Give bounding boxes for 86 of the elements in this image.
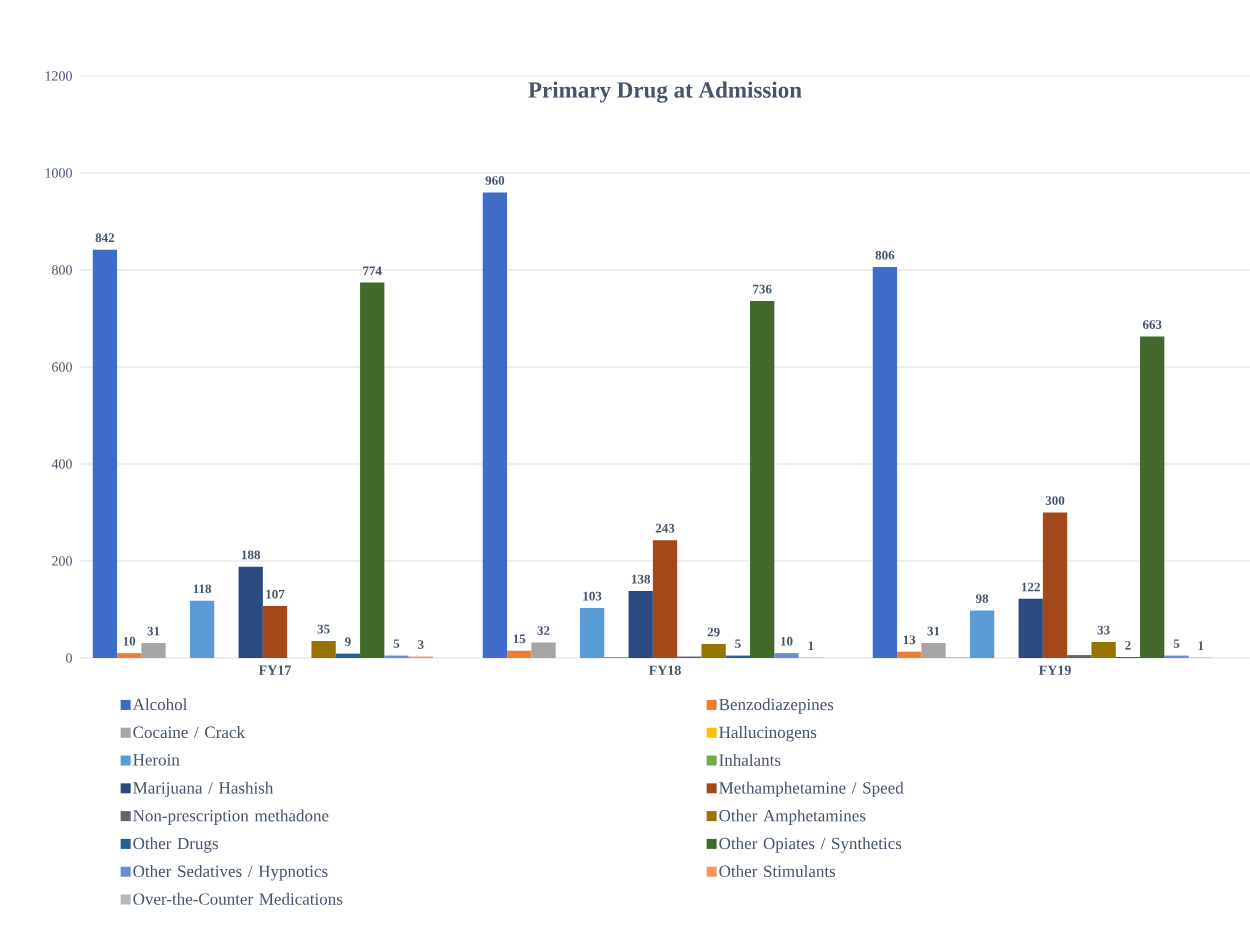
bar [238,566,263,658]
bar [1091,641,1116,658]
data-label: 2 [1125,640,1131,650]
data-label: 9 [345,637,351,647]
data-label: 33 [1097,625,1110,635]
legend-label: Other Stimulants [719,865,836,878]
bar [872,267,898,658]
data-label: 31 [147,626,160,636]
data-label: 736 [753,284,772,294]
data-label: 774 [363,266,382,276]
data-label: 98 [975,594,989,603]
data-label: 1 [808,641,814,650]
bar [1067,655,1092,658]
legend-label: Cocaine / Crack [133,726,245,739]
bar [1140,336,1165,658]
x-tick-label: FY18 [648,665,681,675]
data-label: 188 [241,550,261,560]
data-label: 103 [583,591,602,601]
bar [1042,512,1068,658]
data-label: 3 [418,640,424,650]
data-label: 15 [513,634,526,644]
data-label: 32 [537,626,550,635]
bar [774,653,799,658]
y-tick-label: 0 [66,653,72,663]
data-label: 13 [903,635,916,645]
legend-label: Heroin [133,754,180,766]
data-label: 10 [781,636,793,646]
x-tick-label: FY17 [258,665,291,675]
y-tick-label: 400 [51,459,72,469]
legend-label: Alcohol [132,698,188,711]
bar [701,643,726,658]
bar [507,650,532,658]
bar [92,249,118,658]
legend-label: Benzodiazepines [719,698,834,714]
bar [141,642,166,658]
legend-label: Methamphetamine / Speed [719,781,904,798]
legend-label: Non-prescription methadone [133,809,329,825]
legend-label: Marijuana / Hashish [133,781,274,798]
bar [628,591,653,658]
data-label: 122 [1022,582,1040,592]
bar [531,642,556,658]
legend-label: Other Opiates / Synthetics [719,837,902,853]
y-tick-label: 1200 [45,71,72,81]
bar [117,653,142,658]
data-label: 31 [927,626,940,636]
bar [482,192,508,658]
chart-title: Primary Drug at Admission [528,81,802,103]
bar [921,642,946,658]
data-label: 300 [1045,496,1065,505]
bar [750,301,775,658]
data-label: 806 [875,250,895,260]
data-label: 29 [707,627,720,637]
legend-label: Other Amphetamines [719,809,866,825]
bar [579,608,605,658]
data-label: 10 [123,636,136,646]
legend-label: Other Drugs [133,837,218,853]
bar [189,600,215,658]
data-label: 663 [1142,320,1162,329]
data-label: 5 [1173,639,1180,649]
legend-label: Other Sedatives / Hypnotics [133,865,328,881]
data-label: 1 [1198,641,1204,650]
legend-label: Over-the-Counter Medications [133,892,343,905]
bar [335,653,361,658]
data-label: 842 [95,233,115,243]
bar [897,651,922,658]
bar [311,641,336,658]
bar [262,606,288,658]
data-label: 35 [317,624,330,634]
data-label: 5 [393,639,400,649]
y-tick-label: 800 [52,265,72,275]
legend-label: Hallucinogens [719,726,817,742]
bar [652,540,678,658]
x-tick-label: FY19 [1038,665,1071,675]
y-tick-label: 1000 [45,168,72,178]
data-label: 138 [631,574,651,584]
legend-label: Inhalants [719,753,781,766]
bar [1018,598,1043,658]
data-label: 960 [485,176,505,185]
data-label: 243 [655,523,675,533]
data-label: 118 [193,584,212,594]
data-label: 107 [266,589,285,599]
y-tick-label: 200 [52,556,72,566]
y-tick-label: 600 [52,362,72,372]
data-label: 5 [735,639,741,649]
bar [969,610,995,658]
bar [360,282,385,658]
